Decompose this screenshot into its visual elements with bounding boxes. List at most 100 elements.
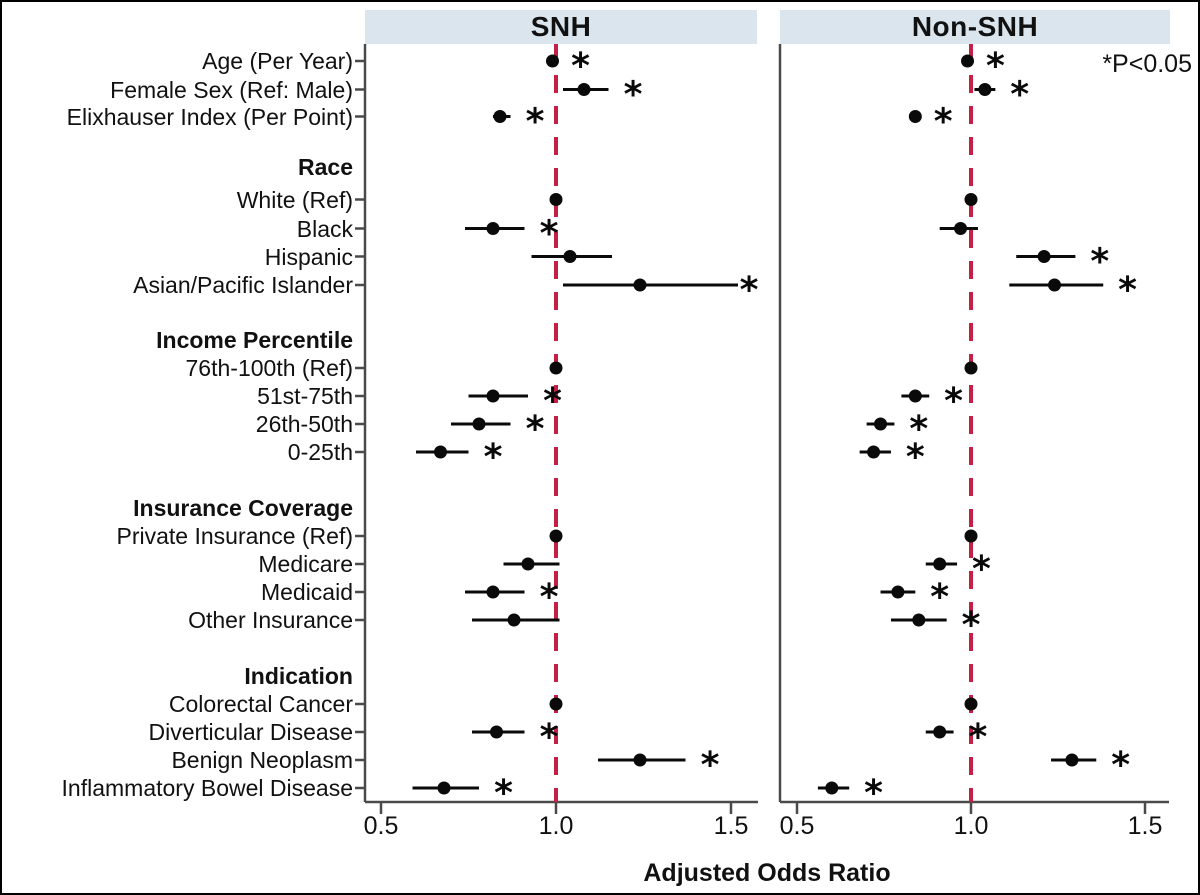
section-header-label: Insurance Coverage [133, 495, 353, 521]
or-dot [633, 278, 647, 292]
row-label: Medicare [258, 551, 353, 577]
or-dot [908, 110, 922, 123]
or-dot [978, 83, 992, 96]
row-label: 51st-75th [257, 383, 353, 409]
row-label: Colorectal Cancer [168, 691, 353, 717]
significance-note: *P<0.05 [1102, 50, 1192, 78]
or-dot [563, 250, 577, 263]
or-dot [1065, 753, 1079, 767]
significance-star: * [906, 437, 925, 478]
significance-star: * [543, 381, 562, 422]
or-dot [912, 613, 926, 627]
row-label: Other Insurance [188, 607, 353, 633]
significance-star: * [972, 549, 991, 590]
or-dot [521, 557, 535, 571]
panel-header-band-non-snh: Non-SNH [780, 10, 1170, 44]
significance-star: * [934, 102, 953, 143]
or-dot [549, 529, 563, 543]
or-dot [507, 613, 521, 627]
x-tick-label: 1.5 [713, 812, 749, 840]
or-dot [1037, 250, 1051, 263]
or-dot [486, 389, 500, 403]
significance-star: * [1111, 745, 1130, 786]
significance-star: * [526, 102, 545, 143]
significance-star: * [1010, 75, 1029, 116]
significance-star: * [740, 270, 759, 311]
or-dot [933, 557, 947, 571]
or-dot [867, 445, 881, 459]
section-header-label: Indication [244, 663, 353, 689]
section-header-label: Income Percentile [156, 327, 353, 353]
or-dot [1048, 278, 1062, 292]
row-label: Benign Neoplasm [171, 747, 353, 773]
row-label: 0-25th [287, 439, 353, 465]
significance-star: * [571, 46, 590, 87]
significance-star: * [909, 409, 928, 450]
or-dot [549, 361, 563, 375]
panel-title-non-snh: Non-SNH [911, 11, 1039, 42]
row-label: Black [296, 215, 353, 242]
or-dot [964, 361, 978, 375]
row-label: Asian/Pacific Islander [133, 272, 353, 298]
significance-star: * [930, 577, 949, 618]
row-label: Age (Per Year) [202, 48, 353, 74]
or-dot [490, 725, 503, 739]
x-axis-title: Adjusted Odds Ratio [643, 859, 891, 887]
significance-star: * [540, 214, 559, 255]
significance-star: * [969, 717, 988, 758]
row-label: Hispanic [264, 243, 353, 270]
or-dot [633, 753, 647, 767]
or-dot [933, 725, 947, 739]
or-dot [825, 781, 839, 795]
row-label: White (Ref) [236, 186, 353, 213]
or-dot [954, 222, 968, 235]
row-label: Private Insurance (Ref) [116, 523, 353, 549]
significance-star: * [540, 717, 559, 758]
significance-star: * [962, 605, 981, 646]
or-dot [472, 417, 486, 431]
significance-star: * [864, 773, 883, 814]
or-dot [908, 389, 922, 403]
section-header-label: Race [298, 154, 353, 180]
row-label: Inflammatory Bowel Disease [61, 775, 353, 801]
or-dot [964, 529, 978, 543]
or-dot [486, 222, 500, 235]
or-dot [891, 585, 905, 599]
row-label: 76th-100th (Ref) [185, 355, 353, 381]
significance-star: * [526, 409, 545, 450]
or-dot [964, 193, 978, 206]
or-dot [437, 781, 451, 795]
significance-star: * [624, 75, 643, 116]
row-label: Elixhauser Index (Per Point) [66, 103, 353, 130]
panel-header-band-snh: SNH [365, 10, 757, 44]
or-dot [961, 54, 975, 68]
significance-star: * [986, 46, 1005, 87]
row-label: Female Sex (Ref: Male) [110, 76, 353, 103]
or-dot [493, 110, 507, 123]
or-dot [577, 83, 591, 96]
significance-star: * [701, 745, 720, 786]
or-dot [486, 585, 500, 599]
x-tick-label: 1.0 [953, 812, 989, 840]
x-tick-label: 0.5 [363, 812, 399, 840]
x-tick-label: 1.0 [538, 812, 574, 840]
or-dot [546, 54, 559, 68]
x-tick-label: 1.5 [1127, 812, 1163, 840]
x-tick-label: 0.5 [779, 812, 815, 840]
panel-title-snh: SNH [530, 11, 592, 42]
or-dot [549, 193, 563, 206]
significance-star: * [540, 577, 559, 618]
significance-star: * [494, 773, 513, 814]
significance-star: * [484, 437, 503, 478]
significance-star: * [1118, 270, 1137, 311]
or-dot [549, 697, 563, 711]
row-label: Medicaid [260, 579, 353, 605]
row-label: 26th-50th [255, 411, 353, 437]
row-label: Diverticular Disease [148, 719, 353, 745]
or-dot [874, 417, 888, 431]
or-dot [434, 445, 447, 459]
significance-star: * [944, 381, 963, 422]
significance-star: * [1090, 242, 1109, 283]
or-dot [964, 697, 978, 711]
